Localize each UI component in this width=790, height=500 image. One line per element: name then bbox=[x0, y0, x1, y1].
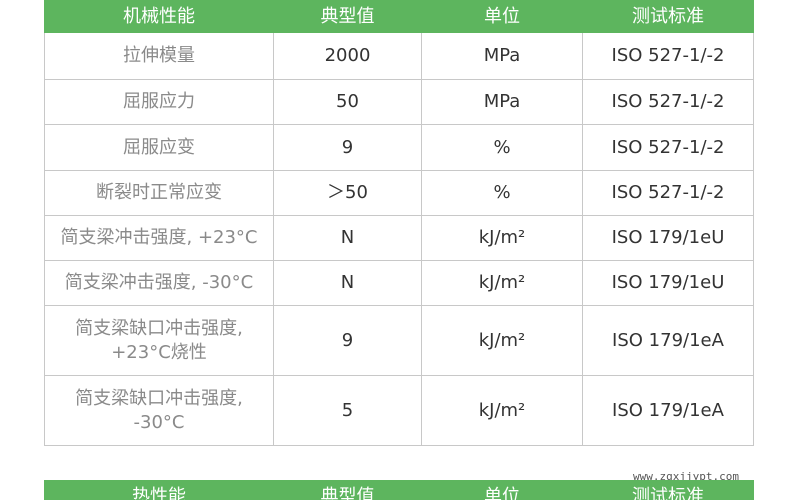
header-cell: 单位 bbox=[421, 0, 583, 33]
table-cell: kJ/m² bbox=[421, 260, 583, 306]
table-row: 屈服应变 9% ISO 527-1/-2 bbox=[44, 124, 754, 171]
header-cell: 测试标准 bbox=[582, 480, 754, 500]
table-row: 简支梁缺口冲击强度, +23°C烧性 9 kJ/m² ISO 179/1eA bbox=[44, 305, 754, 376]
header-cell: 机械性能 bbox=[44, 0, 274, 33]
table-cell: % bbox=[421, 170, 583, 216]
table-cell: 屈服应力 bbox=[44, 79, 274, 125]
table-cell: ISO 179/1eA bbox=[582, 375, 754, 446]
table-cell: ISO 527-1/-2 bbox=[582, 170, 754, 216]
table-cell: 简支梁缺口冲击强度, +23°C烧性 bbox=[44, 305, 274, 376]
header-cell: 测试标准 bbox=[582, 0, 754, 33]
thermal-table: 热性能 典型值 单位 测试标准 bbox=[44, 480, 754, 500]
header-cell: 典型值 bbox=[273, 0, 422, 33]
properties-table: 机械性能 典型值 单位 测试标准 拉伸模量 2000 MPa ISO 527-1/-2 屈服应力… bbox=[44, 0, 754, 446]
table-cell: 简支梁缺口冲击强度, -30°C bbox=[44, 375, 274, 446]
table-cell: 9 bbox=[273, 305, 422, 376]
table-row: 拉伸模量 2000 MPa ISO 527-1/-2 bbox=[44, 32, 754, 80]
header-cell: 典型值 bbox=[273, 480, 422, 500]
table-cell: ＞50 bbox=[273, 170, 422, 216]
table-cell: MPa bbox=[421, 79, 583, 125]
table-cell: ISO 527-1/-2 bbox=[582, 32, 754, 80]
table-cell: 简支梁冲击强度, +23°C bbox=[44, 215, 274, 261]
table-cell: ISO 527-1/-2 bbox=[582, 124, 754, 171]
header-row: 机械性能 典型值 单位 测试标准 bbox=[44, 0, 754, 33]
table-cell: 简支梁冲击强度, -30°C bbox=[44, 260, 274, 306]
table-cell: 断裂时正常应变 bbox=[44, 170, 274, 216]
table-cell: kJ/m² bbox=[421, 375, 583, 446]
table-row: 屈服应力 50 MPa ISO 527-1/-2 bbox=[44, 79, 754, 125]
header-row: 热性能 典型值 单位 测试标准 bbox=[44, 480, 754, 500]
table-cell: N bbox=[273, 215, 422, 261]
table-cell: kJ/m² bbox=[421, 305, 583, 376]
table-cell: 5 bbox=[273, 375, 422, 446]
table-cell: kJ/m² bbox=[421, 215, 583, 261]
table-cell: 屈服应变 bbox=[44, 124, 274, 171]
table-cell: 9 bbox=[273, 124, 422, 171]
table-cell: 50 bbox=[273, 79, 422, 125]
table-cell: ISO 179/1eU bbox=[582, 260, 754, 306]
table-cell: ISO 179/1eU bbox=[582, 215, 754, 261]
table-cell: N bbox=[273, 260, 422, 306]
table-cell: MPa bbox=[421, 32, 583, 80]
table-row: 断裂时正常应变 ＞50% ISO 527-1/-2 bbox=[44, 170, 754, 216]
watermark: www.zgxjjypt.com bbox=[633, 470, 739, 483]
table-cell: ISO 179/1eA bbox=[582, 305, 754, 376]
header-cell: 单位 bbox=[421, 480, 583, 500]
table-cell: % bbox=[421, 124, 583, 171]
table-row: 简支梁缺口冲击强度, -30°C 5 kJ/m² ISO 179/1eA bbox=[44, 375, 754, 446]
table-cell: 2000 bbox=[273, 32, 422, 80]
table-cell: 拉伸模量 bbox=[44, 32, 274, 80]
table-cell: ISO 527-1/-2 bbox=[582, 79, 754, 125]
header-cell: 热性能 bbox=[44, 480, 274, 500]
